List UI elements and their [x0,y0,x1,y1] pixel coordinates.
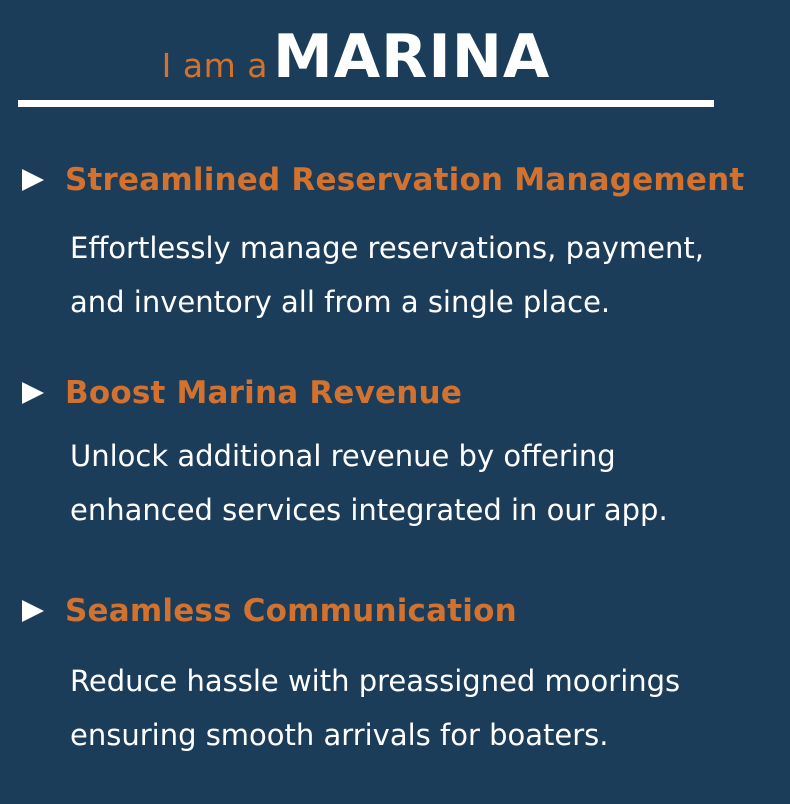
arrow-right-icon [22,600,44,622]
page-heading: I am a MARINA [0,22,712,92]
description-line: Unlock additional revenue by offering [70,439,616,473]
feature-title-row: Streamlined Reservation Management [22,158,744,202]
heading-title: MARINA [273,22,551,92]
feature-title: Seamless Communication [65,593,517,629]
feature-description: Unlock additional revenue by offering en… [70,429,770,537]
description-line: ensuring smooth arrivals for boaters. [70,718,609,752]
feature-title: Boost Marina Revenue [65,375,463,411]
feature-description: Effortlessly manage reservations, paymen… [70,221,770,329]
description-line: Reduce hassle with preassigned moorings [70,664,681,698]
feature-title-row: Boost Marina Revenue [22,371,462,415]
arrow-right-icon [22,382,44,404]
description-line: Effortlessly manage reservations, paymen… [70,231,704,265]
description-line: and inventory all from a single place. [70,285,611,319]
heading-prefix: I am a [161,46,268,85]
feature-description: Reduce hassle with preassigned moorings … [70,654,770,762]
heading-divider [18,100,714,107]
feature-title-row: Seamless Communication [22,589,517,633]
feature-title: Streamlined Reservation Management [65,162,745,198]
description-line: enhanced services integrated in our app. [70,493,668,527]
arrow-right-icon [22,169,44,191]
